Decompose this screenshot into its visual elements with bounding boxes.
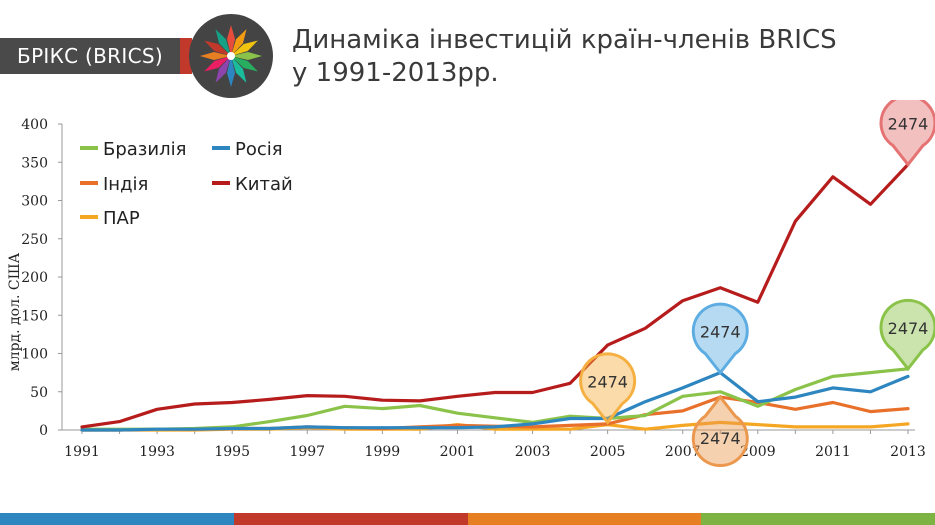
bottom-bar-green — [701, 513, 935, 525]
x-tick-label: 2003 — [515, 444, 551, 460]
y-tick-label: 200 — [21, 270, 48, 286]
legend-label: ПАР — [103, 208, 140, 229]
logo-petal — [231, 40, 258, 56]
x-tick-label: 2007 — [665, 444, 701, 460]
legend-label: Китай — [235, 174, 293, 195]
title-line-2: у 1991-2013рр. — [292, 58, 499, 88]
badge-accent — [180, 38, 192, 74]
y-tick-label: 150 — [21, 308, 48, 324]
callout-annotation: 2474 — [691, 302, 749, 376]
x-tick-label: 2001 — [440, 444, 476, 460]
logo-petal — [204, 40, 231, 56]
bottom-bar-red — [233, 513, 468, 525]
logo-petal — [227, 25, 235, 56]
page-title: Динаміка інвестицій країн-членів BRICS у… — [292, 24, 912, 90]
logo-petal — [200, 52, 231, 60]
x-tick-label: 2011 — [815, 444, 851, 460]
legend-label: Індія — [103, 174, 148, 195]
bottom-bar-orange — [467, 513, 702, 525]
callout-label: 2474 — [700, 323, 741, 342]
y-tick-label: 400 — [21, 117, 48, 133]
series-line — [80, 371, 910, 432]
investment-line-chart: 0 50 100 150 200 250 300 350 400 1991 1993 1995 1997… — [7, 100, 935, 468]
y-tick-label: 100 — [21, 347, 48, 363]
callout-annotation: 2474 — [879, 298, 935, 372]
legend-label: Росія — [235, 139, 283, 160]
brics-logo-icon — [189, 14, 273, 98]
logo-petal — [204, 56, 231, 72]
x-tick-label: 1999 — [365, 444, 401, 460]
y-axis-label: млрд. дол. США — [7, 252, 23, 371]
y-tick-label: 0 — [39, 423, 48, 439]
callout-annotation: 2474 — [691, 394, 749, 468]
y-tick-label: 50 — [30, 385, 48, 401]
x-tick-label: 1995 — [214, 444, 250, 460]
x-tick-label: 1997 — [289, 444, 325, 460]
callout-label: 2474 — [587, 372, 628, 391]
logo-petal — [231, 52, 262, 60]
logo-petal — [231, 56, 247, 83]
callout-shape — [879, 100, 935, 167]
y-tick-label: 250 — [21, 232, 48, 248]
callout-shape — [879, 298, 935, 372]
logo-petal — [231, 56, 258, 72]
callout-shape — [579, 352, 637, 425]
title-line-1: Динаміка інвестицій країн-членів BRICS — [292, 25, 837, 55]
bottom-bar-blue — [0, 513, 234, 525]
legend-label: Бразилія — [103, 139, 186, 160]
logo-center — [227, 52, 235, 60]
logo-petal — [231, 29, 247, 56]
x-tick-label: 2005 — [590, 444, 626, 460]
logo-petal — [227, 56, 235, 87]
x-tick-label: 2013 — [890, 444, 926, 460]
callout-label: 2474 — [888, 115, 929, 134]
callout-annotation: 2474 — [879, 100, 935, 167]
callout-shape — [691, 394, 749, 468]
bottom-color-bar — [0, 513, 935, 525]
logo-petal — [215, 29, 231, 56]
callout-shape — [691, 302, 749, 376]
x-tick-label: 1993 — [139, 444, 175, 460]
callout-annotation: 2474 — [579, 352, 637, 425]
x-tick-label: 1991 — [64, 444, 100, 460]
logo-petal — [215, 56, 231, 83]
section-badge: БРІКС (BRICS) — [0, 38, 180, 74]
callout-label: 2474 — [700, 429, 741, 448]
callout-label: 2474 — [888, 319, 929, 338]
y-tick-label: 350 — [21, 155, 48, 171]
series-line — [80, 162, 910, 429]
x-tick-label: 2009 — [740, 444, 776, 460]
y-tick-label: 300 — [21, 194, 48, 210]
